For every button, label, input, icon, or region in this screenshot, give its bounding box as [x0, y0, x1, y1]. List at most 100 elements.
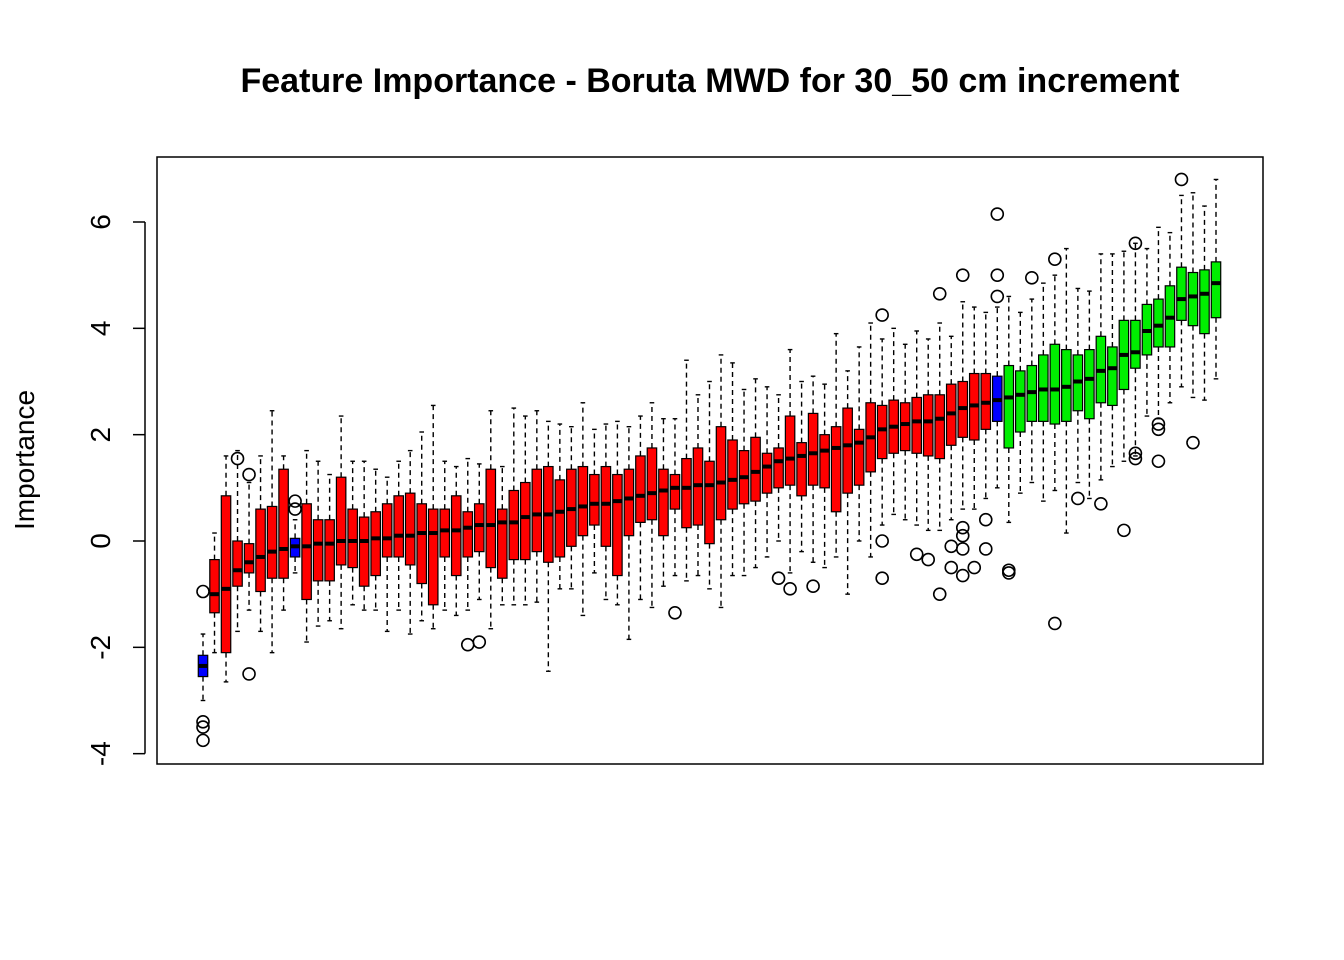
outlier-point [230, 451, 245, 466]
box-confirmed [1174, 172, 1189, 388]
outlier-point [1071, 491, 1085, 506]
box-rejected [508, 407, 520, 606]
outlier-point [955, 542, 970, 556]
box-iqr [266, 505, 278, 579]
box-rejected [771, 394, 786, 586]
box-shadow [288, 494, 302, 574]
outlier-point [1186, 435, 1200, 450]
box-iqr [370, 511, 381, 577]
box-rejected [301, 449, 312, 643]
box-rejected [921, 338, 936, 567]
box-iqr [773, 447, 784, 489]
box-iqr [531, 468, 543, 553]
outlier-point [990, 207, 1005, 221]
box-rejected [220, 455, 232, 683]
box-iqr [612, 473, 623, 577]
box-rejected [439, 460, 451, 611]
box-confirmed [1128, 236, 1143, 466]
outlier-point [1117, 523, 1131, 538]
box-confirmed [1164, 231, 1176, 404]
box-iqr [393, 495, 405, 558]
box-rejected [404, 449, 416, 635]
outlier-point [978, 512, 993, 527]
box-rejected [427, 404, 439, 630]
outlier-point [288, 502, 302, 516]
outlier-point [1094, 496, 1108, 511]
box-iqr [646, 447, 658, 521]
outlier-point [196, 584, 210, 599]
y-tick-label: -4 [85, 741, 116, 766]
box-rejected [450, 465, 462, 617]
box-iqr [1199, 269, 1210, 335]
outlier-point [1174, 172, 1189, 187]
box-iqr [922, 394, 934, 457]
outlier-point [955, 568, 970, 583]
box-rejected [704, 380, 715, 590]
outlier-point [1151, 422, 1166, 437]
box-iqr [427, 508, 439, 606]
outlier-point [875, 534, 889, 548]
box-rejected [668, 418, 682, 620]
box-iqr [681, 457, 692, 529]
box-iqr [669, 473, 681, 510]
box-shadow [196, 584, 210, 748]
box-iqr [1210, 261, 1222, 319]
outlier-point [288, 494, 302, 508]
box-rejected [278, 455, 289, 611]
outlier-point [196, 733, 210, 748]
box-rejected [485, 410, 497, 630]
box-confirmed [1107, 253, 1118, 468]
box-rejected [543, 420, 554, 672]
outlier-point [932, 587, 947, 601]
box-iqr [876, 404, 888, 460]
box-iqr [1107, 346, 1118, 407]
outlier-point [1048, 252, 1062, 267]
plot-frame [156, 156, 1264, 765]
box-rejected [554, 423, 566, 590]
box-iqr [462, 511, 474, 558]
y-tick-label: -2 [85, 635, 116, 660]
outlier-point [1128, 451, 1143, 466]
box-rejected [875, 308, 889, 586]
box-rejected [472, 463, 487, 649]
boxes-layer [196, 172, 1222, 748]
box-iqr [589, 473, 600, 526]
box-iqr [784, 415, 796, 486]
box-confirmed [1210, 178, 1222, 380]
box-iqr [416, 503, 428, 585]
box-rejected [589, 428, 600, 574]
box-rejected [932, 286, 947, 601]
box-iqr [819, 434, 830, 489]
box-iqr [635, 455, 646, 523]
box-iqr [220, 495, 232, 654]
outlier-point [955, 520, 970, 535]
box-rejected [324, 473, 335, 622]
box-rejected [577, 402, 589, 617]
box-rejected [738, 388, 750, 577]
box-iqr [519, 481, 531, 561]
box-iqr [508, 489, 520, 561]
box-iqr [473, 503, 485, 553]
box-iqr [347, 508, 358, 569]
box-rejected [681, 359, 692, 582]
box-confirmed [1038, 282, 1049, 502]
outlier-point [990, 289, 1005, 304]
outlier-point [967, 560, 982, 575]
box-rejected [496, 465, 508, 606]
outlier-point [783, 582, 797, 596]
box-iqr [312, 519, 324, 582]
outlier-point [909, 547, 924, 562]
box-rejected [209, 532, 220, 654]
box-rejected [266, 410, 278, 654]
box-rejected [381, 476, 393, 633]
box-rejected [727, 362, 738, 577]
box-confirmed [1048, 252, 1062, 631]
outlier-point [1025, 271, 1039, 285]
y-tick-label: 0 [85, 533, 116, 549]
box-confirmed [1071, 287, 1085, 506]
box-iqr [715, 426, 727, 521]
box-rejected [335, 415, 347, 630]
box-rejected [531, 410, 543, 603]
outlier-point [944, 539, 959, 554]
box-rejected [715, 354, 727, 609]
